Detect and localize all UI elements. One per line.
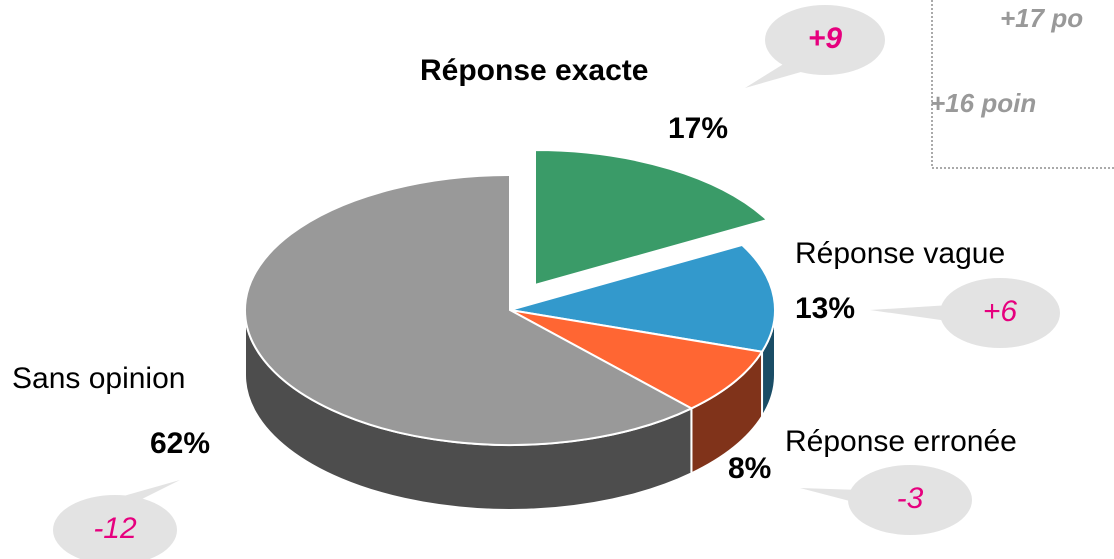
slice	[509, 309, 764, 410]
slice	[534, 148, 770, 287]
annotation: +17 po	[1000, 3, 1083, 33]
value-label: 17%	[668, 112, 728, 145]
category-label: Réponse erronée	[785, 425, 1017, 458]
callout-tail	[870, 305, 955, 322]
value-label: 62%	[150, 427, 210, 460]
change-label: -3	[897, 482, 924, 515]
category-label: Sans opinion	[12, 362, 185, 395]
callout-tail	[120, 480, 180, 500]
change-label: -12	[93, 512, 137, 545]
annotation: +16 poin	[930, 88, 1036, 118]
callout	[765, 5, 885, 75]
slice	[509, 243, 776, 353]
callout	[848, 465, 972, 535]
callout	[53, 495, 177, 559]
value-label: 8%	[728, 452, 771, 485]
slice	[244, 173, 694, 446]
category-label: Réponse vague	[795, 237, 1005, 270]
value-label: 13%	[795, 292, 855, 325]
change-label: +9	[808, 22, 843, 55]
legend-box	[931, 0, 1114, 169]
change-label: +6	[983, 295, 1018, 328]
category-label: Réponse exacte	[420, 54, 648, 87]
callout	[940, 278, 1060, 348]
